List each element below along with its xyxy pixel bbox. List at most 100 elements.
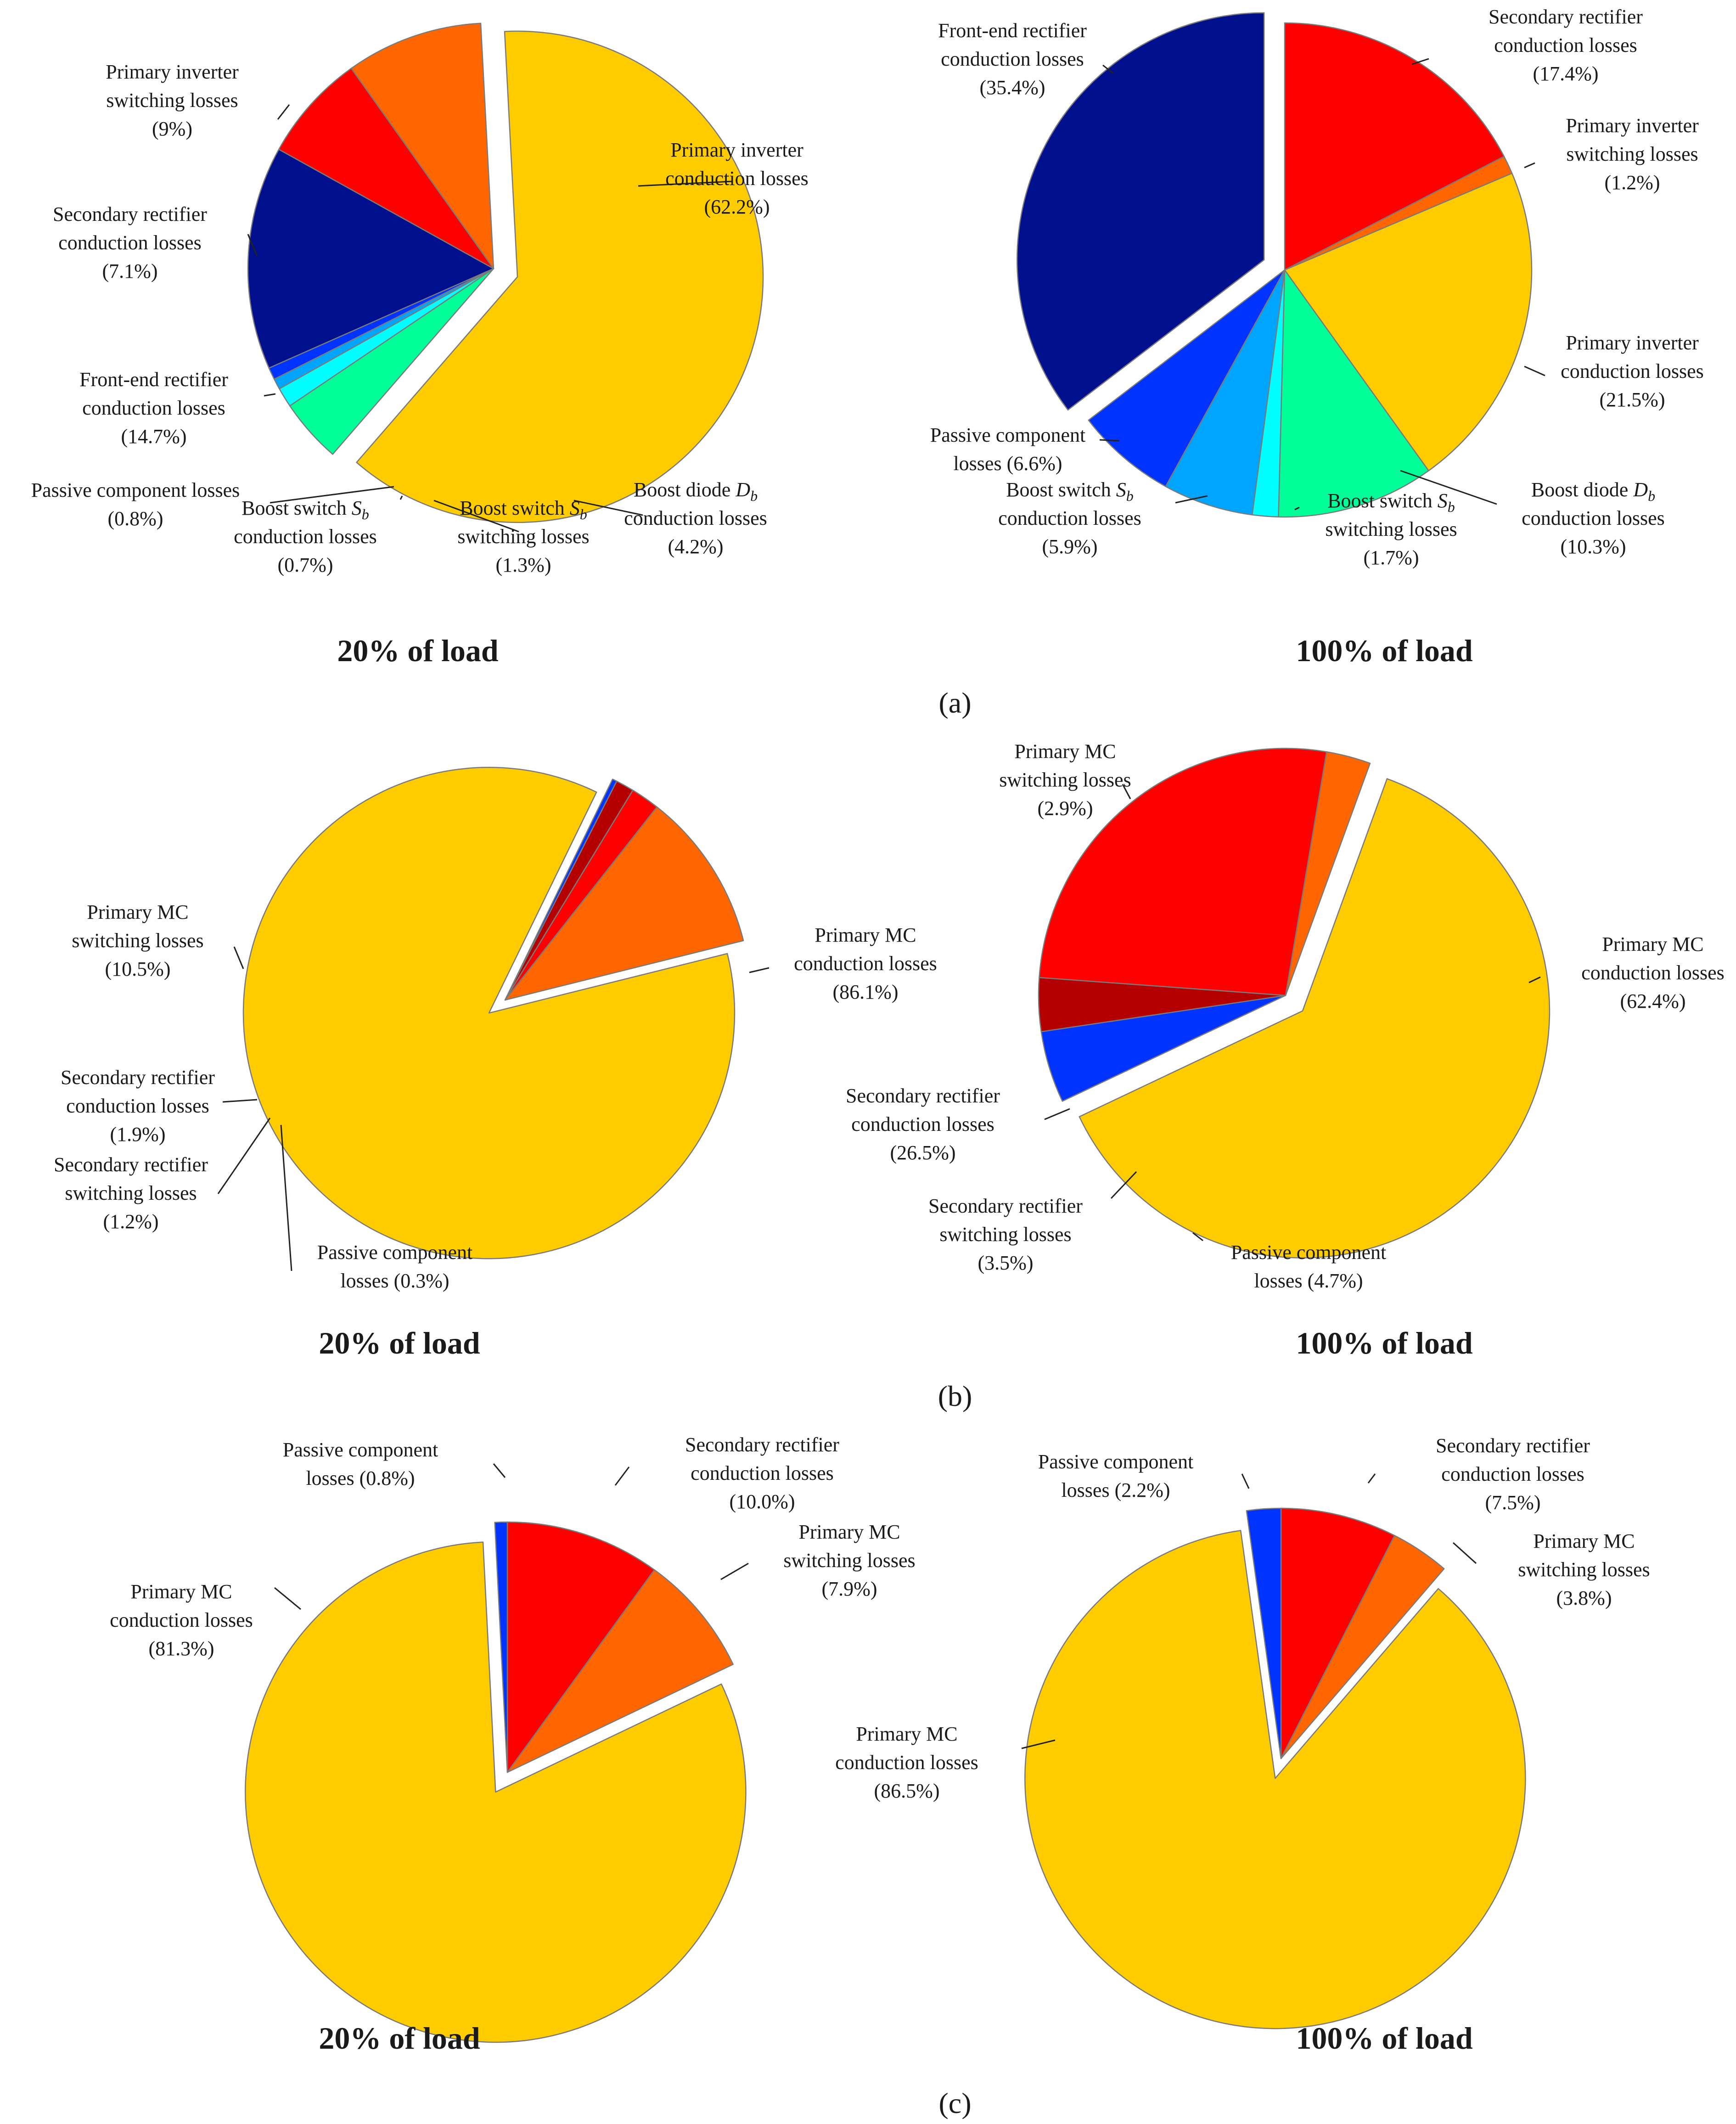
pie-slice-primary-mc-conduction-losses — [1024, 1530, 1526, 2029]
leader-line-primary-mc-conduction-losses — [1528, 976, 1541, 983]
pie-slice-passive-component-losses — [1040, 995, 1287, 1102]
pie-slice-passive-component-losses — [1246, 1507, 1282, 1759]
slice-label-primary-mc-conduction-losses: Primary MC conduction losses (86.5%) — [835, 1723, 978, 1802]
pie-slice-boost-switch-sb-conduction-losses — [1165, 269, 1286, 516]
leader-line-secondary-rectifier-switching-losses — [1110, 1171, 1137, 1199]
slice-label-boost-switch-sb-conduction-losses: Boost switch Sb conduction losses (0.7%) — [234, 497, 377, 576]
pie-slice-secondary-rectifier-conduction-losses — [1280, 1507, 1395, 1759]
leader-line-passive-component-losses — [493, 1463, 506, 1478]
leader-line-boost-diode-db-conduction-losses — [573, 500, 643, 516]
leader-line-boost-diode-db-conduction-losses — [1400, 470, 1497, 505]
slice-label-boost-switch-sb-switching-losses: Boost switch Sb switching losses (1.3%) — [457, 497, 589, 576]
pie-slice-primary-inverter-conduction-losses — [1284, 173, 1533, 472]
leader-line-boost-switch-sb-conduction-losses — [399, 495, 403, 500]
leader-line-passive-component-losses — [1241, 1473, 1250, 1489]
slice-label-primary-mc-switching-losses: Primary MC switching losses (3.8%) — [1518, 1530, 1650, 1609]
pie-slice-front-end-rectifier-conduction-losses — [1016, 12, 1265, 411]
pie-slice-secondary-rectifier-conduction-losses — [1039, 747, 1327, 996]
slice-label-secondary-rectifier-conduction-losses: Secondary rectifier conduction losses (17.… — [1489, 6, 1643, 85]
slice-label-primary-mc-conduction-losses: Primary MC conduction losses (62.4%) — [1581, 933, 1725, 1012]
slice-label-passive-component-losses: Passive component losses (0.3%) — [317, 1241, 473, 1292]
leader-line-passive-component-losses — [1192, 1232, 1203, 1242]
slice-label-boost-switch-sb-switching-losses: Boost switch Sb switching losses (1.7%) — [1325, 489, 1457, 569]
leader-line-primary-mc-conduction-losses — [749, 967, 770, 973]
pie-chart-c-100pct: Secondary rectifier conduction losses (7.5… — [835, 1434, 1650, 2056]
slice-label-primary-inverter-conduction-losses: Primary inverter conduction losses (62.2%) — [665, 139, 809, 218]
slice-label-primary-mc-conduction-losses: Primary MC conduction losses (86.1%) — [794, 924, 937, 1003]
leader-line-primary-mc-switching-losses — [720, 1562, 749, 1580]
leader-line-secondary-rectifier-conduction-losses — [1367, 1473, 1376, 1483]
leader-line-front-end-rectifier-conduction-losses — [264, 393, 276, 397]
slice-label-passive-component-losses: Passive component losses (6.6%) — [930, 424, 1086, 475]
leader-line-primary-inverter-conduction-losses — [638, 180, 733, 187]
leader-line-primary-mc-switching-losses — [1122, 784, 1131, 799]
slice-label-boost-diode-db-conduction-losses: Boost diode Db conduction losses (10.3%) — [1522, 478, 1665, 558]
pie-slice-passive-component-losses — [494, 1521, 508, 1773]
leader-line-primary-mc-switching-losses — [233, 946, 244, 969]
leader-line-boost-switch-sb-conduction-losses — [1175, 495, 1208, 504]
leader-line-passive-component-losses — [270, 486, 394, 504]
slice-label-passive-component-losses: Passive component losses (0.8%) — [283, 1438, 438, 1489]
leader-line-passive-component-losses — [280, 1124, 292, 1271]
pie-slice-primary-mc-switching-losses — [1280, 1535, 1445, 1759]
slice-label-secondary-rectifier-conduction-losses: Secondary rectifier conduction losses (1.9… — [61, 1066, 215, 1146]
pie-chart-a-100pct: Secondary rectifier conduction losses (17.… — [930, 6, 1704, 668]
chart-title: 20% of load — [319, 2021, 480, 2056]
pie-slice-primary-inverter-switching-losses — [350, 22, 494, 270]
pie-chart-b-20pct: Primary MC conduction losses (86.1%) Passiv… — [54, 767, 937, 1360]
slice-label-primary-mc-switching-losses: Primary MC switching losses (2.9%) — [999, 740, 1131, 820]
slice-label-secondary-rectifier-switching-losses: Secondary rectifier switching losses (1.2%… — [54, 1153, 208, 1233]
chart-title: 100% of load — [1296, 633, 1473, 668]
slice-label-primary-inverter-switching-losses: Primary inverter switching losses (9%) — [106, 61, 239, 140]
slice-label-secondary-rectifier-conduction-losses: Secondary rectifier conduction losses (10.… — [685, 1433, 839, 1513]
chart-title: 100% of load — [1296, 2021, 1473, 2056]
slice-label-passive-component-losses: Passive component losses (4.7%) — [1231, 1241, 1387, 1292]
chart-title: 20% of load — [319, 1326, 480, 1360]
slice-label-secondary-rectifier-conduction-losses: Secondary rectifier conduction losses (7.1… — [53, 203, 207, 282]
pie-chart-a-20pct: Primary inverter conduction losses (62.2%)… — [31, 22, 809, 668]
leader-line-secondary-rectifier-conduction-losses — [222, 1099, 258, 1103]
slice-label-boost-diode-db-conduction-losses: Boost diode Db conduction losses (4.2%) — [624, 478, 767, 558]
slice-label-primary-mc-switching-losses: Primary MC switching losses (7.9%) — [783, 1521, 915, 1600]
leader-line-front-end-rectifier-conduction-losses — [1102, 64, 1114, 74]
slice-label-front-end-rectifier-conduction-losses: Front-end rectifier conduction losses (14.… — [79, 368, 228, 448]
leader-line-primary-inverter-switching-losses — [277, 104, 290, 120]
pie-slice-passive-component-losses — [1088, 269, 1286, 487]
slice-label-primary-inverter-switching-losses: Primary inverter switching losses (1.2%) — [1566, 114, 1699, 194]
leader-line-boost-switch-sb-switching-losses — [433, 500, 519, 533]
pie-slice-primary-mc-conduction-losses — [245, 1541, 747, 2043]
pie-slice-secondary-rectifier-conduction-losses — [1284, 22, 1505, 271]
leader-line-primary-mc-conduction-losses — [274, 1587, 301, 1610]
slice-label-primary-mc-conduction-losses: Primary MC conduction losses (81.3%) — [110, 1580, 253, 1660]
leader-line-passive-component-losses — [1099, 439, 1120, 442]
panel-tag-a: (a) — [938, 686, 971, 719]
pie-slice-boost-diode-db-conduction-losses — [1278, 269, 1429, 518]
leader-line-primary-inverter-switching-losses — [1524, 162, 1535, 169]
pie-chart-c-20pct: Secondary rectifier conduction losses (10.… — [110, 1433, 915, 2056]
slice-label-primary-mc-switching-losses: Primary MC switching losses (10.5%) — [72, 901, 203, 980]
leader-line-secondary-rectifier-conduction-losses — [1411, 58, 1429, 65]
leader-line-secondary-rectifier-conduction-losses — [1044, 1108, 1070, 1120]
slice-label-secondary-rectifier-conduction-losses: Secondary rectifier conduction losses (7.5… — [1436, 1434, 1590, 1514]
pie-slice-primary-mc-conduction-losses — [1079, 778, 1551, 1259]
pie-slice-primary-mc-switching-losses — [1285, 751, 1371, 996]
leader-line-secondary-rectifier-switching-losses — [217, 1118, 271, 1194]
leader-line-primary-inverter-conduction-losses — [1524, 365, 1545, 376]
pie-slice-primary-mc-conduction-losses — [242, 767, 736, 1259]
slice-label-secondary-rectifier-switching-losses: Secondary rectifier switching losses (3.5%… — [928, 1195, 1083, 1274]
chart-title: 100% of load — [1296, 1326, 1473, 1360]
leader-line-primary-mc-switching-losses — [1452, 1542, 1477, 1564]
panel-tag-c: (c) — [938, 2087, 971, 2119]
pie-slice-primary-mc-switching-losses — [504, 806, 744, 1001]
pie-slice-secondary-rectifier-conduction-losses — [506, 1521, 655, 1773]
pie-slice-secondary-rectifier-conduction-losses — [278, 67, 494, 270]
slice-label-passive-component-losses: Passive component losses (0.8%) — [31, 479, 240, 530]
leader-line-secondary-rectifier-conduction-losses — [247, 234, 258, 257]
slice-label-boost-switch-sb-conduction-losses: Boost switch Sb conduction losses (5.9%) — [998, 478, 1141, 558]
pie-slice-primary-mc-switching-losses — [506, 1569, 734, 1773]
slice-label-primary-inverter-conduction-losses: Primary inverter conduction losses (21.5%) — [1561, 332, 1704, 411]
slice-label-secondary-rectifier-conduction-losses: Secondary rectifier conduction losses (26.… — [846, 1084, 1000, 1164]
pie-chart-b-100pct: Primary MC conduction losses (62.4%) Passiv… — [846, 740, 1725, 1360]
slice-label-front-end-rectifier-conduction-losses: Front-end rectifier conduction losses (35.… — [938, 19, 1087, 99]
